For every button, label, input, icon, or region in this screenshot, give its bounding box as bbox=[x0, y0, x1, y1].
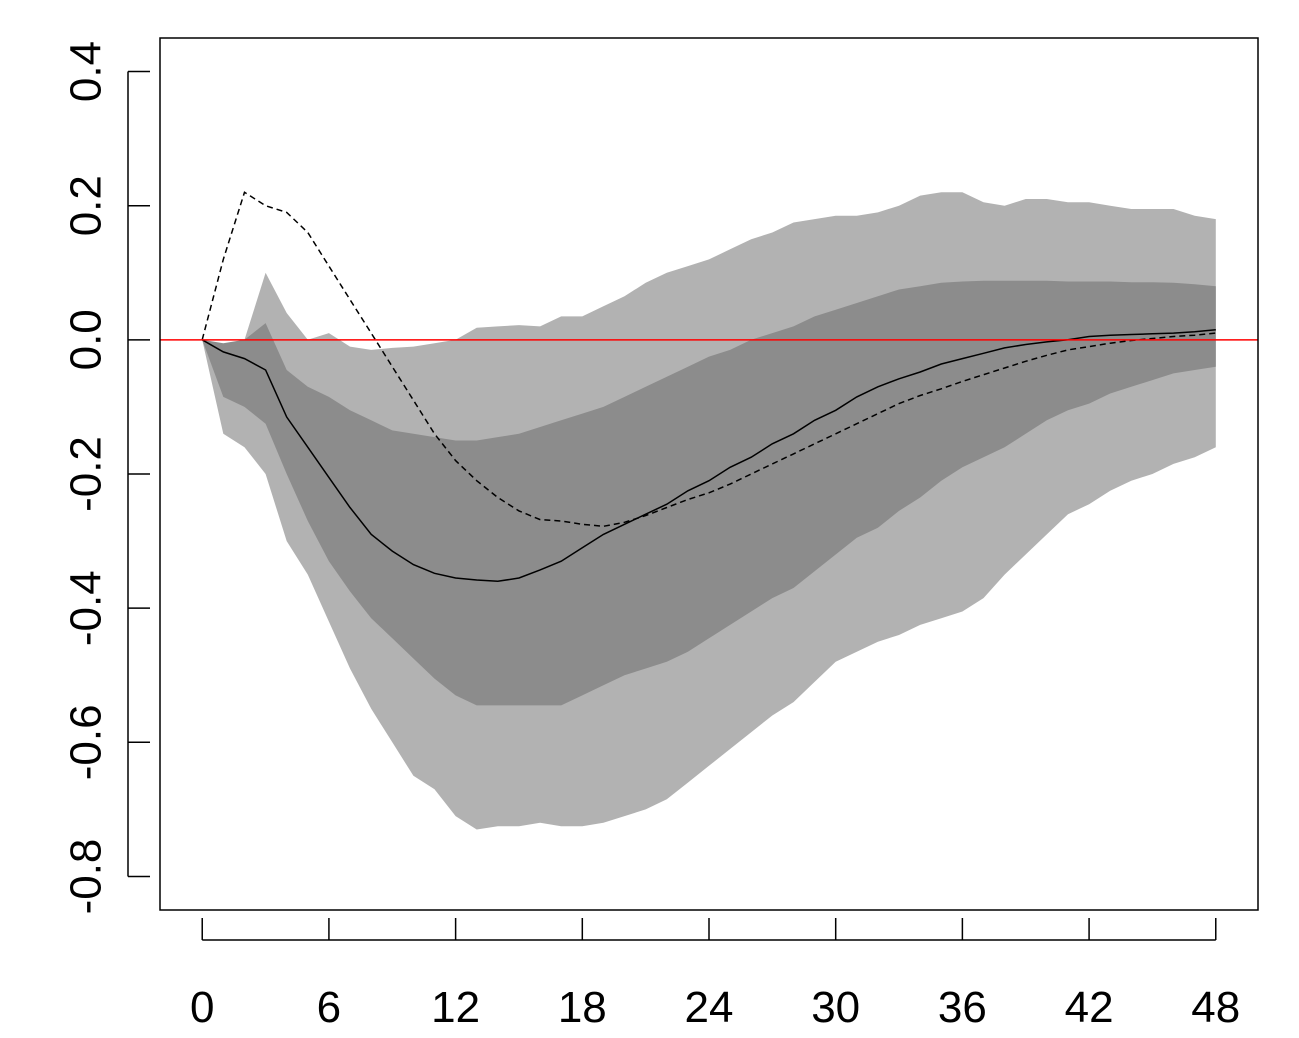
y-tick-label: 0.0 bbox=[62, 309, 111, 370]
y-tick-label: -0.6 bbox=[62, 704, 111, 780]
x-tick-label: 48 bbox=[1191, 983, 1240, 1032]
series-line-solid bbox=[201, 329, 1216, 583]
y-tick-label: -0.4 bbox=[61, 570, 110, 646]
lines-layer bbox=[160, 191, 1258, 583]
x-tick-label: 24 bbox=[685, 983, 734, 1032]
series-line-dashed bbox=[201, 191, 1216, 528]
x-tick-label: 0 bbox=[190, 983, 214, 1032]
x-tick-label: 18 bbox=[558, 983, 607, 1032]
y-tick-label: -0.2 bbox=[62, 436, 111, 512]
x-tick-label: 12 bbox=[431, 983, 480, 1032]
x-tick-label: 42 bbox=[1065, 983, 1114, 1032]
y-tick-label: 0.2 bbox=[61, 175, 110, 236]
y-tick-label: 0.4 bbox=[62, 41, 111, 102]
x-tick-label: 6 bbox=[317, 983, 341, 1032]
y-tick-label: -0.8 bbox=[61, 839, 110, 915]
plot-frame bbox=[159, 37, 1259, 911]
axes-layer: 0 6 12 18 24 30 36 42 48 -0.8 -0.6 -0.4 -0.2 0.0 0.2 0.… bbox=[61, 41, 1240, 1032]
x-tick-label: 36 bbox=[938, 983, 987, 1032]
x-tick-label: 30 bbox=[811, 983, 860, 1032]
